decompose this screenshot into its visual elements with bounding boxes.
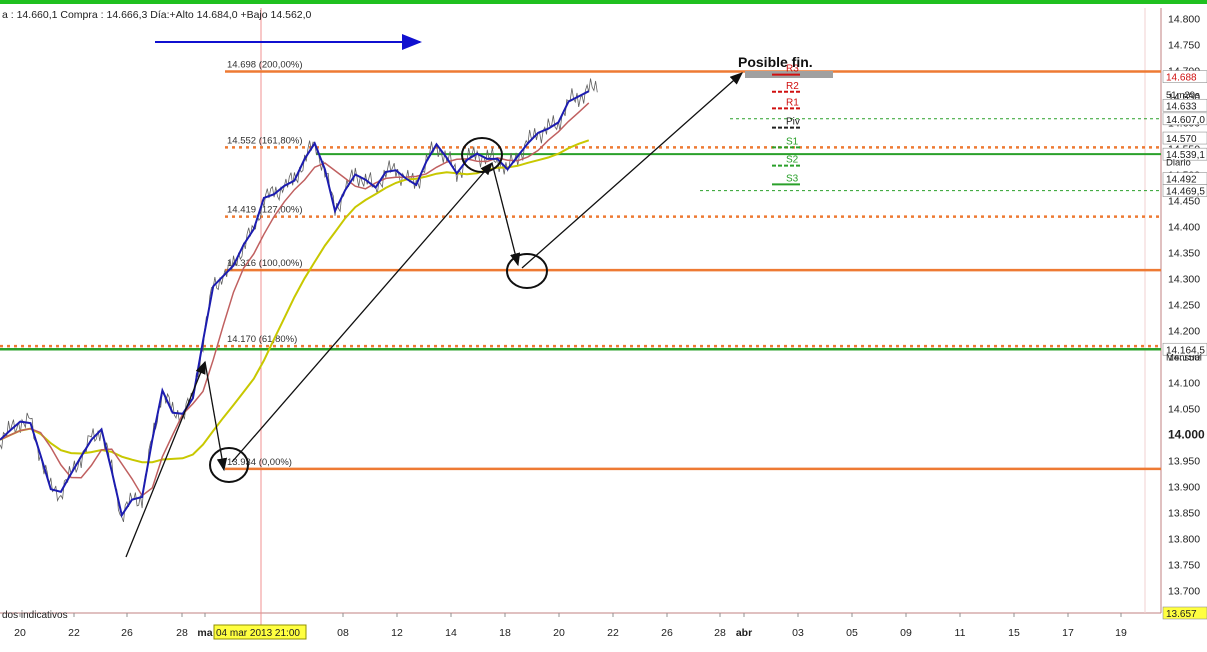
price-tag-box	[1162, 184, 1207, 197]
circle-pullback	[506, 253, 548, 289]
pivot-label: R2	[786, 81, 799, 92]
y-tick-label: 14.000	[1168, 428, 1205, 442]
trend-arrow	[521, 72, 743, 269]
price-tag-box	[1162, 606, 1207, 620]
x-tick-label: 12	[391, 627, 403, 639]
x-tick-label: 28	[176, 627, 188, 639]
x-tick-label: 08	[337, 627, 349, 639]
quote-text: a : 14.660,1 Compra : 14.666,3 Día:+Alto…	[2, 9, 312, 21]
fib-level-label: 14.698 (200,00%)	[227, 59, 303, 70]
x-tick-label: 09	[900, 627, 912, 639]
price-tag-box	[1162, 98, 1207, 112]
fib-level-label: 14.316 (100,00%)	[227, 258, 303, 269]
pivot-label: Piv	[786, 117, 800, 128]
y-tick-label: 13.700	[1168, 586, 1200, 598]
y-tick-label: 14.750	[1168, 39, 1200, 51]
pivot-label: R1	[786, 97, 799, 108]
y-tick-label: 14.200	[1168, 326, 1200, 338]
grid-layer	[0, 0, 1207, 625]
top-frame	[0, 0, 1207, 4]
price-tag-label: 14.570	[1166, 134, 1197, 145]
x-tick-label: 22	[68, 627, 80, 639]
x-tick-label: 17	[1062, 627, 1074, 639]
side-label: Diario	[1166, 157, 1191, 168]
fast-moving-average	[0, 90, 590, 518]
trend-arrow	[491, 162, 521, 267]
y-tick-label: 13.950	[1168, 456, 1200, 468]
price-tag-box	[1162, 70, 1207, 83]
circle-low	[209, 447, 249, 483]
x-tick-label: 20	[553, 627, 565, 639]
fib-level-label: 14.552 (161,80%)	[227, 135, 303, 146]
cursor-date-box	[213, 624, 307, 640]
x-tick-label: 11	[955, 627, 966, 639]
side-label: 51m29s	[1166, 90, 1200, 101]
price-tag-box	[1162, 342, 1207, 356]
y-tick-label: 14.300	[1168, 274, 1200, 286]
y-tick-label: 14.250	[1168, 300, 1200, 312]
fib-level-label: 14.419 (127,00%)	[227, 205, 303, 216]
y-tick-label: 13.750	[1168, 560, 1200, 572]
x-tick-label: 15	[1008, 627, 1020, 639]
cursor-date-label: 04 mar 2013 21:00	[216, 628, 300, 639]
price-tag-box	[1162, 131, 1207, 145]
x-tick-label: 14	[445, 627, 457, 639]
price-tag-label: 14.688	[1166, 73, 1197, 84]
trend-arrow	[204, 361, 228, 472]
x-tick-label: 18	[499, 627, 511, 639]
x-tick-label: 22	[607, 627, 619, 639]
y-tick-label: 14.800	[1168, 13, 1200, 25]
fib-level-label: 14.170 (61,80%)	[227, 334, 297, 345]
price-tag-label: 14.164,5	[1166, 345, 1205, 356]
y-tick-label: 13.900	[1168, 482, 1200, 494]
price-tag-box	[1162, 112, 1207, 126]
price-tag-label: 14.469,5	[1166, 187, 1205, 198]
indicators-label: dos indicativos	[2, 610, 68, 621]
x-tick-label: ma	[197, 627, 212, 639]
x-tick-label: 20	[14, 627, 26, 639]
side-label: Mensual	[1166, 353, 1202, 364]
price-tag-label: 14.539,1	[1166, 150, 1205, 161]
price-tag-label: 14.607,0	[1166, 115, 1205, 126]
y-tick-label: 13.850	[1168, 508, 1200, 520]
x-tick-label: abr	[736, 627, 752, 639]
y-tick-label: 14.450	[1168, 195, 1200, 207]
y-tick-label: 14.400	[1168, 221, 1200, 233]
x-tick-label: 05	[846, 627, 858, 639]
y-tick-label: 14.100	[1168, 378, 1200, 390]
circle-high	[461, 137, 503, 173]
annotation-possible-end: Posible fin.	[738, 54, 813, 70]
x-tick-label: 19	[1115, 627, 1127, 639]
price-tag-label: 14.492	[1166, 175, 1197, 186]
x-tick-label: 03	[792, 627, 804, 639]
x-tick-label: 28	[714, 627, 726, 639]
x-tick-label: 26	[661, 627, 673, 639]
trend-arrow	[125, 360, 206, 558]
y-tick-label: 13.800	[1168, 534, 1200, 546]
pivot-layer: R3 R2 R1 Piv S1 S2 S3	[772, 64, 800, 186]
price-tag-label: 14.633	[1166, 101, 1197, 112]
trend-arrow	[231, 162, 493, 463]
y-tick-label: 14.050	[1168, 404, 1200, 416]
pivot-label: S1	[786, 136, 799, 147]
pivot-label: R3	[786, 64, 799, 75]
fib-level-label: 13.934 (0,00%)	[227, 457, 292, 468]
pivot-label: S3	[786, 173, 799, 184]
mid-moving-average	[0, 102, 590, 497]
price-tag-layer: 14.688 14.633 14.607,0 14.570 14.539,1 14.492…	[1162, 70, 1207, 620]
y-tick-label: 14.350	[1168, 247, 1200, 259]
fib-layer: 14.698 (200,00%) 14.552 (161,80%) 14.419 (…	[0, 59, 1161, 471]
price-tag-box	[1162, 147, 1207, 161]
price-tag-label: 13.657	[1166, 609, 1197, 620]
pivot-label: S2	[786, 155, 799, 166]
x-tick-label: 26	[121, 627, 133, 639]
annotation-layer	[125, 34, 833, 558]
